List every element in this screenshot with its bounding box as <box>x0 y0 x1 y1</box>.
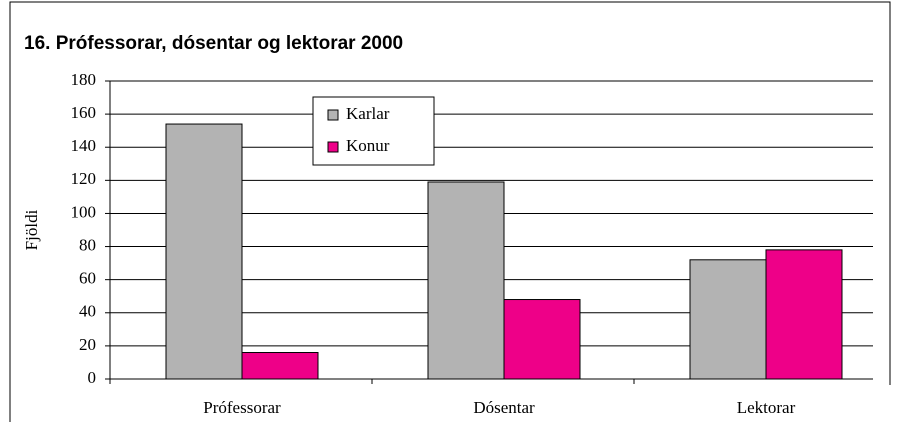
legend-swatch <box>327 109 339 121</box>
y-tick-label: 140 <box>71 136 97 155</box>
legend-swatch <box>327 141 339 153</box>
y-tick-label: 160 <box>71 103 97 122</box>
chart-title: 16. Prófessorar, dósentar og lektorar 20… <box>24 33 403 54</box>
y-tick-label: 60 <box>79 269 96 288</box>
y-tick-label: 0 <box>88 368 97 387</box>
bar <box>241 352 319 380</box>
y-axis-label: Fjöldi <box>22 209 41 250</box>
bar <box>765 249 843 380</box>
legend-label: Konur <box>346 136 390 155</box>
x-tick-label: Dósentar <box>473 398 535 417</box>
bar <box>427 181 505 380</box>
y-tick-label: 120 <box>71 169 97 188</box>
y-tick-label: 100 <box>71 202 97 221</box>
bar <box>165 123 243 380</box>
frame <box>9 1 891 422</box>
x-tick-label: Lektorar <box>737 398 796 417</box>
y-tick-label: 80 <box>79 235 96 254</box>
x-tick-label: Prófessorar <box>203 398 281 417</box>
legend-label: Karlar <box>346 104 390 123</box>
y-tick-label: 40 <box>79 302 96 321</box>
bar <box>503 299 581 380</box>
legend <box>312 96 435 166</box>
bar <box>689 259 767 380</box>
y-tick-label: 20 <box>79 335 96 354</box>
y-tick-label: 180 <box>71 70 97 89</box>
